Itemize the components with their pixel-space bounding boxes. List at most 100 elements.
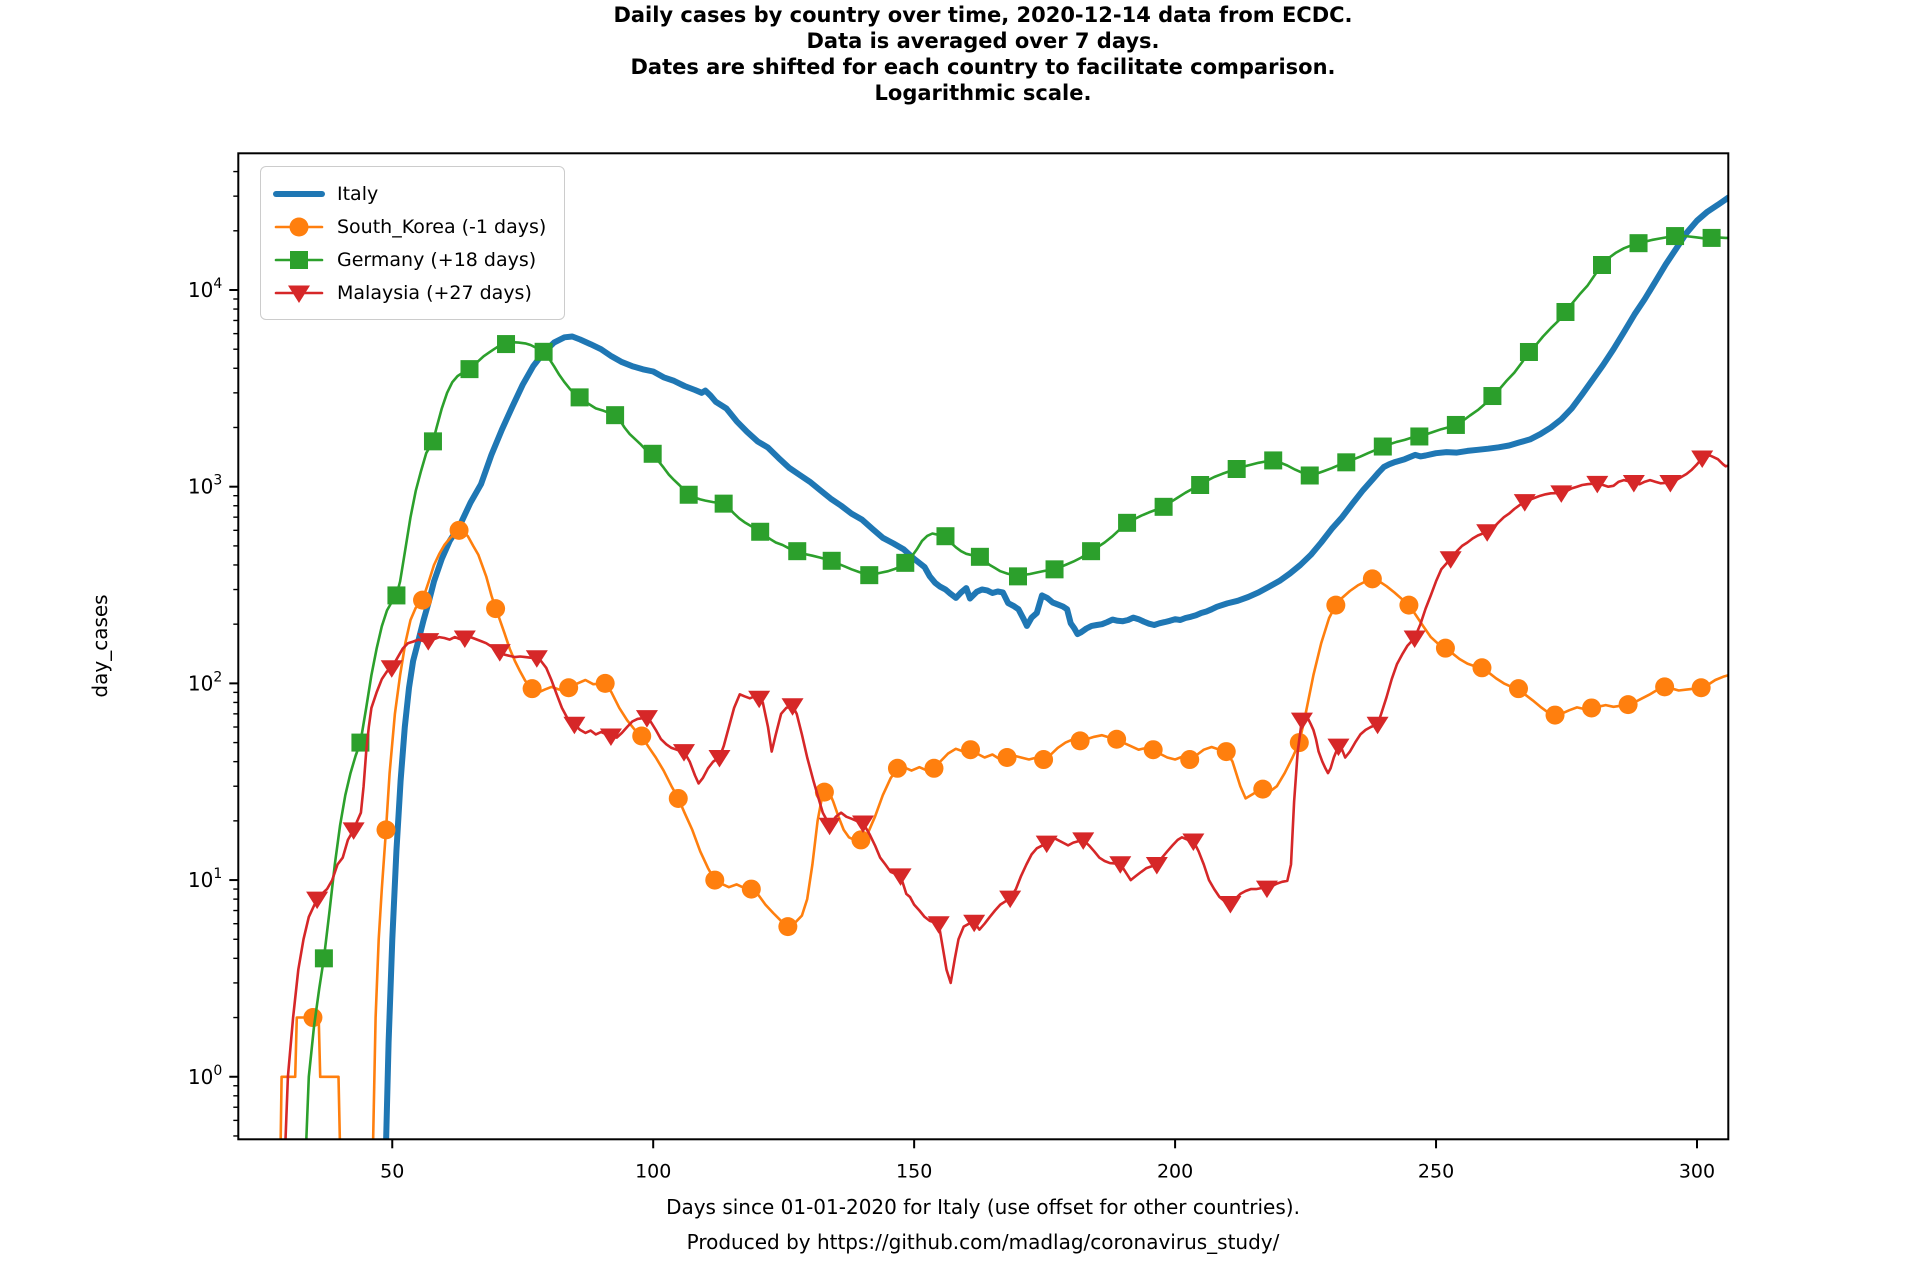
- marker-triangle-down: [525, 650, 548, 668]
- marker-square: [1337, 453, 1356, 472]
- marker-triangle-down: [1403, 630, 1426, 649]
- x-tick-label: 50: [380, 1160, 404, 1182]
- marker-circle: [851, 830, 871, 850]
- legend-label: South_Korea (-1 days): [337, 215, 547, 238]
- chart-title: Daily cases by country over time, 2020-1…: [238, 2, 1728, 106]
- legend-label: Italy: [337, 182, 379, 205]
- marker-circle: [778, 917, 798, 937]
- marker-circle: [1180, 750, 1200, 770]
- marker-square: [1191, 475, 1210, 494]
- marker-circle: [924, 758, 944, 778]
- marker-square: [1082, 542, 1101, 561]
- marker-square: [1045, 560, 1064, 579]
- marker-square: [1593, 255, 1612, 274]
- x-tick-label: 150: [896, 1160, 932, 1182]
- marker-triangle-down: [1439, 551, 1462, 569]
- marker-triangle-down: [599, 728, 622, 747]
- marker-triangle-down: [306, 891, 329, 910]
- legend-label: Malaysia (+27 days): [337, 281, 532, 304]
- marker-circle: [668, 788, 688, 808]
- marker-triangle-down: [453, 630, 476, 649]
- marker-circle: [1034, 750, 1054, 770]
- title-line-2: Data is averaged over 7 days.: [806, 29, 1160, 53]
- marker-triangle-down: [672, 744, 695, 762]
- series-italy: [383, 194, 1729, 1140]
- legend-item-italy: Italy: [273, 177, 546, 210]
- marker-square: [534, 342, 553, 361]
- marker-circle: [1326, 595, 1346, 615]
- marker-circle: [522, 679, 542, 699]
- x-tick-label: 100: [635, 1160, 671, 1182]
- marker-circle: [1399, 595, 1419, 615]
- marker-triangle-down: [927, 916, 950, 934]
- x-tick-label: 300: [1679, 1160, 1715, 1182]
- marker-square: [679, 485, 698, 504]
- marker-circle: [1582, 698, 1602, 718]
- marker-square: [860, 566, 879, 585]
- marker-triangle-down: [1513, 494, 1536, 512]
- y-tick-label: 101: [188, 866, 222, 892]
- marker-circle: [1508, 679, 1528, 699]
- x-tick-label: 250: [1418, 1160, 1454, 1182]
- marker-square: [1446, 415, 1465, 434]
- marker-square: [423, 432, 442, 451]
- marker-circle: [559, 678, 579, 698]
- marker-circle: [1472, 658, 1492, 678]
- marker-triangle-down: [1586, 475, 1609, 494]
- marker-triangle-down: [342, 822, 365, 840]
- marker-square: [387, 586, 406, 605]
- legend-circle-icon: [289, 217, 309, 236]
- marker-square: [1483, 387, 1502, 406]
- marker-triangle-down: [488, 644, 511, 662]
- marker-square: [1227, 460, 1246, 479]
- y-tick-label: 103: [188, 473, 222, 499]
- marker-square: [896, 553, 915, 572]
- marker-square: [570, 388, 589, 407]
- marker-triangle-down: [1182, 833, 1205, 851]
- marker-circle: [705, 870, 725, 890]
- marker-circle: [413, 590, 433, 610]
- marker-triangle-down: [1255, 880, 1278, 899]
- marker-triangle-down: [417, 633, 440, 651]
- marker-circle: [887, 758, 907, 778]
- marker-triangle-down: [1622, 475, 1645, 493]
- y-tick-label: 100: [188, 1063, 222, 1089]
- marker-circle: [303, 1008, 323, 1028]
- marker-circle: [741, 879, 761, 899]
- marker-circle: [595, 673, 615, 693]
- marker-triangle-down: [1691, 450, 1714, 468]
- marker-square: [1556, 302, 1575, 321]
- y-tick-label: 102: [188, 669, 222, 695]
- marker-square: [1264, 451, 1283, 470]
- marker-triangle-down: [889, 868, 912, 886]
- marker-triangle-down: [1659, 475, 1682, 493]
- marker-square: [751, 522, 770, 541]
- marker-circle: [1107, 729, 1127, 749]
- legend-square-icon: [290, 250, 308, 269]
- legend: Italy South_Korea (-1 days) Germany (+18 d…: [260, 166, 566, 320]
- series-malaysia-27-days: [284, 450, 1729, 1140]
- marker-triangle-down: [1072, 832, 1095, 850]
- series-line-malaysia-27-days: [284, 454, 1729, 1140]
- marker-square: [1154, 497, 1173, 516]
- marker-circle: [1655, 677, 1675, 697]
- marker-circle: [814, 782, 834, 802]
- marker-square: [314, 949, 333, 968]
- marker-circle: [961, 740, 981, 760]
- marker-circle: [1253, 779, 1273, 799]
- marker-square: [1629, 234, 1648, 253]
- marker-square: [1373, 437, 1392, 456]
- marker-square: [643, 444, 662, 463]
- marker-circle: [486, 599, 506, 619]
- title-line-4: Logarithmic scale.: [874, 81, 1092, 105]
- marker-square: [460, 360, 479, 379]
- legend-marker-malaysia-27-days: [274, 285, 324, 303]
- legend-triangle-icon: [288, 285, 310, 303]
- marker-circle: [1362, 569, 1382, 589]
- marker-triangle-down: [818, 817, 841, 836]
- marker-triangle-down: [1035, 835, 1058, 854]
- marker-triangle-down: [1327, 738, 1350, 757]
- marker-triangle-down: [781, 698, 804, 716]
- series-germany-18-days: [305, 227, 1729, 1140]
